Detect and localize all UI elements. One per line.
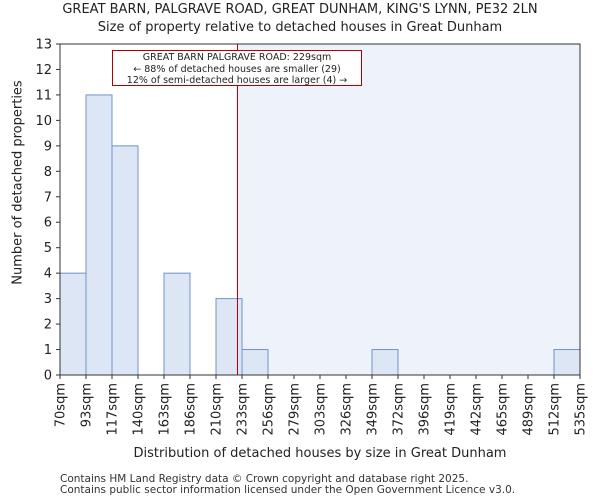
chart-title: GREAT BARN, PALGRAVE ROAD, GREAT DUNHAM,… (62, 2, 538, 17)
x-tick-label: 396sqm (418, 383, 433, 436)
y-axis-title: Number of detached properties (10, 80, 26, 285)
x-tick-label: 70sqm (54, 383, 69, 427)
y-tick-label: 12 (35, 63, 52, 78)
larger-region (237, 44, 580, 375)
x-tick-label: 303sqm (314, 383, 329, 436)
y-tick-label: 13 (35, 38, 52, 53)
x-tick-label: 186sqm (184, 383, 199, 436)
y-tick-label: 0 (44, 369, 52, 384)
x-tick-label: 93sqm (80, 383, 95, 427)
x-tick-label: 163sqm (158, 383, 173, 436)
footer-licence: Contains public sector information licen… (60, 484, 516, 496)
footer-copyright: Contains HM Land Registry data © Crown c… (60, 473, 469, 485)
x-tick-label: 372sqm (392, 383, 407, 436)
x-tick-label: 535sqm (574, 383, 589, 436)
x-tick-label: 233sqm (236, 383, 251, 436)
x-tick-label: 419sqm (444, 383, 459, 436)
x-tick-label: 349sqm (366, 383, 381, 436)
x-tick-label: 140sqm (132, 383, 147, 436)
histogram-bar (85, 94, 113, 376)
y-tick-label: 10 (35, 114, 52, 129)
y-tick-label: 3 (44, 292, 52, 307)
x-tick-label: 442sqm (470, 383, 485, 436)
y-tick-label: 5 (44, 241, 52, 256)
histogram-bar (215, 298, 243, 376)
x-axis-title: Distribution of detached houses by size … (133, 446, 507, 461)
histogram-bar (241, 349, 269, 376)
histogram-bar (553, 349, 581, 376)
histogram-bar (59, 272, 87, 376)
x-tick-label: 489sqm (522, 383, 537, 436)
x-tick-label: 210sqm (210, 383, 225, 436)
property-annotation-box: GREAT BARN PALGRAVE ROAD: 229sqm ← 88% o… (112, 50, 362, 86)
y-tick-label: 11 (35, 88, 52, 103)
histogram-bar (111, 145, 139, 376)
y-tick-label: 6 (44, 216, 52, 231)
x-tick-label: 326sqm (340, 383, 355, 436)
y-tick-label: 1 (44, 343, 52, 358)
chart-subtitle: Size of property relative to detached ho… (97, 20, 503, 35)
x-tick-label: 465sqm (496, 383, 511, 436)
y-tick-label: 2 (44, 318, 52, 333)
x-tick-label: 117sqm (106, 383, 121, 436)
x-tick-label: 512sqm (548, 383, 563, 436)
x-tick-label: 279sqm (288, 383, 303, 436)
y-tick-label: 8 (44, 165, 52, 180)
histogram-bar (163, 272, 191, 376)
annotation-line-3: 12% of semi-detached houses are larger (… (126, 75, 348, 86)
y-tick-label: 9 (44, 139, 52, 154)
histogram-bar (371, 349, 399, 376)
annotation-line-2: ← 88% of detached houses are smaller (29… (133, 63, 341, 75)
y-tick-label: 7 (44, 190, 52, 205)
x-tick-label: 256sqm (262, 383, 277, 436)
annotation-line-1: GREAT BARN PALGRAVE ROAD: 229sqm (142, 52, 332, 63)
y-tick-label: 4 (44, 267, 52, 282)
